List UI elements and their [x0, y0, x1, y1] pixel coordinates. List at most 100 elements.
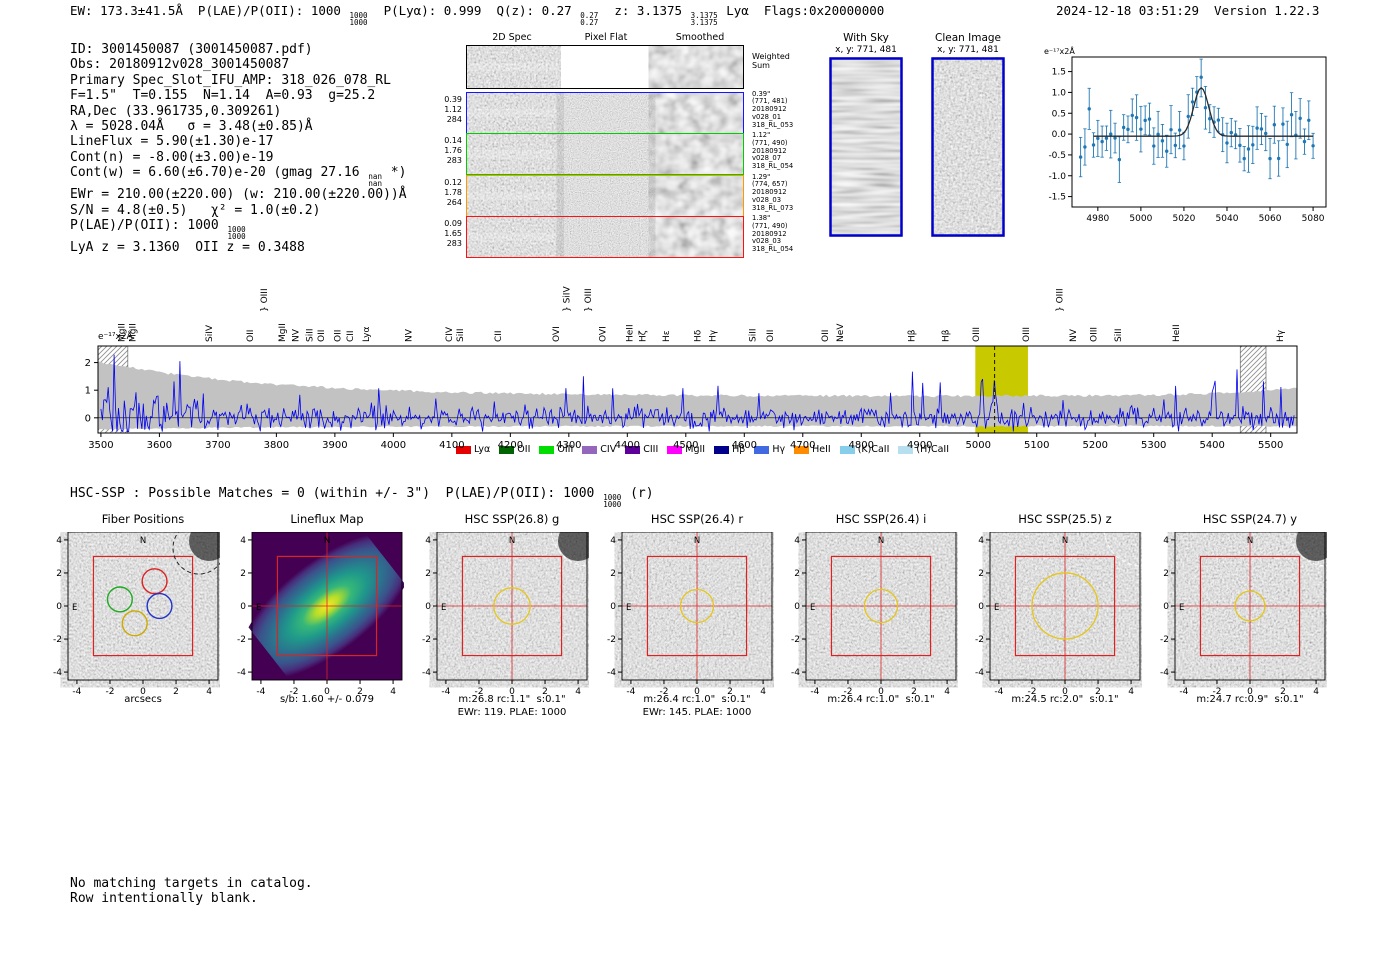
pixelflat-cell [561, 217, 651, 257]
x-tick-label: 2 [1095, 687, 1101, 697]
cutout-hsc-image: N E -4 -2 0 2 4 4 2 0 -2 -4 [422, 532, 589, 697]
x-tick-label: -4 [994, 687, 1003, 697]
cutout-title: HSC SSP(26.4) i [835, 512, 927, 526]
footer-line: Row intentionally blank. [70, 891, 258, 906]
emission-line-label: MgII [117, 323, 127, 342]
data-point [1091, 143, 1096, 147]
plot-frame [97, 345, 1298, 434]
legend-swatch [499, 445, 515, 454]
header-timestamp: 2024-12-18 03:51:29 Version 1.22.3 [1056, 3, 1320, 18]
y-tick-label: 0.5 [1052, 109, 1066, 119]
y-tick-label: -4 [975, 668, 984, 678]
detection-info-block: ID: 3001450087 (3001450087.pdf) Obs: 2018… [70, 42, 407, 255]
spec2d-cell [467, 134, 559, 174]
legend-label: (H)CaII [916, 444, 950, 455]
text-segment: EW: 173.3±41.5Å P(LAE)/P(OII): 1000 [70, 3, 349, 18]
x-tick-label: 4000 [381, 440, 406, 451]
x-tick-label: -4 [72, 687, 81, 697]
y-tick-label: 4 [56, 536, 62, 546]
x-tick-label: 4 [575, 687, 581, 697]
stacked-fraction: 1000 1000 [349, 11, 368, 27]
emission-line-label: MgII [128, 323, 138, 342]
zoomed-spectrum-chart: 1.5 1.0 0.5 0.0 -0.5 -1.0 -1.5 4980 5000 5020 5040… [1044, 45, 1327, 224]
x-tick-label: 5300 [1141, 440, 1166, 451]
cutout-caption: arcsecs [124, 694, 162, 705]
spec2d-row-weights: 0.09 1.65 283 [444, 219, 462, 248]
spec2d-col-header: Smoothed [675, 32, 725, 43]
y-tick-label: 2 [240, 569, 246, 579]
text-segment: P(LAE)/P(OII): 1000 [70, 218, 227, 234]
x-tick-label: -2 [474, 687, 483, 697]
legend-label: Hβ [732, 444, 746, 455]
x-tick-label: 2 [1280, 687, 1286, 697]
x-tick-label: 5000 [966, 440, 991, 451]
x-tick-label: 0 [1247, 687, 1253, 697]
data-point [1134, 115, 1139, 120]
y-tick-label: 2 [425, 569, 431, 579]
legend-label: CIII [643, 444, 659, 455]
y-tick-label: 4 [794, 536, 800, 546]
y-tick-label: 1 [85, 386, 91, 397]
x-tick-label: 4 [206, 687, 212, 697]
legend-label: HeII [812, 444, 831, 455]
spec2d-col-header: 2D Spec [492, 32, 532, 43]
x-tick-label: 4100 [439, 440, 464, 451]
emission-line-label: NV [1069, 328, 1079, 342]
x-tick-label: 4500 [673, 440, 698, 451]
dark-source-blob [189, 532, 220, 561]
y-tick-label: 2 [978, 569, 984, 579]
spec2d-row-weights: 0.39 1.12 284 [444, 94, 462, 124]
data-point [1229, 130, 1233, 135]
x-tick-label: 4 [390, 687, 396, 697]
legend-label: (K)CaII [857, 444, 890, 455]
text-segment: Obs: 20180912v028_3001450087 [70, 57, 290, 73]
cutout-hsc-image: N E -4 -2 0 2 4 4 2 0 -2 -4 [1160, 532, 1327, 697]
y-tick-label: -4 [422, 668, 431, 678]
info-line: RA,Dec (33.961735,0.309261) [70, 104, 407, 119]
y-tick-label: -1.5 [1048, 193, 1066, 203]
info-line: EWr = 210.00(±220.00) (w: 210.00(±220.00… [70, 187, 407, 202]
legend-item: MgII [667, 444, 705, 455]
info-line: ID: 3001450087 (3001450087.pdf) [70, 42, 407, 57]
compass-east-label: E [626, 603, 631, 613]
info-line: LyA z = 3.1360 OII z = 0.3488 [70, 240, 407, 255]
with-sky-panel [829, 57, 903, 237]
data-point [1298, 116, 1302, 121]
emission-line-label: Hγ [709, 329, 719, 342]
x-tick-label: 5020 [1172, 214, 1195, 224]
y-tick-label: -1.0 [1048, 172, 1066, 182]
cutout-caption: m:26.4 rc:1.0" s:0.1" [643, 694, 751, 705]
with-sky-title: With Sky [843, 32, 889, 44]
legend-item: Hβ [714, 444, 745, 455]
info-line: Primary Spec_Slot_IFU_AMP: 318_026_078_R… [70, 73, 407, 88]
clean-image-border [931, 57, 1005, 237]
with-sky-coords: x, y: 771, 481 [835, 45, 897, 55]
compass-north-label: N [1247, 536, 1253, 546]
x-tick-label: 5200 [1082, 440, 1107, 451]
data-point [1203, 106, 1208, 110]
y-tick-label: 2 [85, 358, 91, 369]
emission-line-label: } OIII [1055, 288, 1065, 312]
emission-line-label: } OIII [584, 288, 594, 312]
compass-east-label: E [994, 603, 999, 613]
y-tick-label: -4 [607, 668, 616, 678]
stacked-fraction: 3.1375 3.1375 [690, 11, 718, 27]
spec2d-row [466, 174, 744, 217]
emission-line-label: Hε [662, 330, 672, 342]
legend-item: OII [499, 444, 530, 455]
y-tick-label: -4 [791, 668, 800, 678]
emission-line-label: OVI [552, 326, 562, 342]
dark-source-blob [558, 532, 589, 561]
data-point [1238, 143, 1242, 148]
text-segment: (r) [622, 486, 654, 501]
legend-swatch [455, 445, 471, 454]
emission-line-label: SiII [456, 328, 466, 342]
y-tick-label: 1.5 [1052, 68, 1066, 78]
spec2d-row [466, 216, 744, 258]
x-tick-label: 3600 [147, 440, 172, 451]
y-tick-label: -2 [1160, 635, 1169, 645]
emission-line-label: Hγ [1276, 329, 1286, 342]
y-tick-label: 0 [978, 602, 984, 612]
data-point [1268, 156, 1272, 161]
spec2d-row-info: 0.39" (771, 481) 20180912 v028_01 318_RL… [752, 89, 794, 129]
